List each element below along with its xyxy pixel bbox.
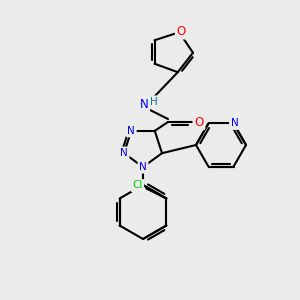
Text: N: N bbox=[139, 162, 147, 172]
Text: O: O bbox=[177, 25, 186, 38]
Text: N: N bbox=[140, 98, 148, 110]
Text: N: N bbox=[120, 148, 128, 158]
Text: O: O bbox=[194, 116, 204, 128]
Text: Cl: Cl bbox=[132, 181, 142, 190]
Text: N: N bbox=[128, 126, 135, 136]
Text: H: H bbox=[150, 97, 158, 107]
Text: N: N bbox=[231, 118, 239, 128]
